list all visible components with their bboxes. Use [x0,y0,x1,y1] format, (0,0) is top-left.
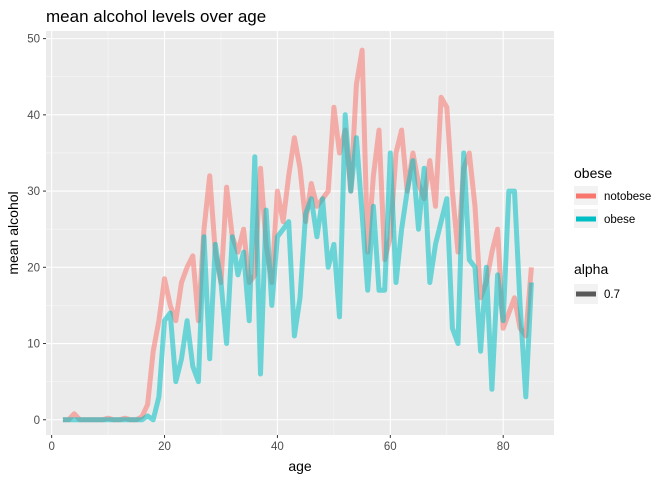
series-line-notobese [62,47,534,423]
x-tick-label: 60 [384,441,397,453]
x-tick-label: 20 [158,441,171,453]
y-tick-label: 40 [27,110,40,122]
y-tick-label: 10 [27,339,40,351]
legend-label-alpha: 0.7 [604,289,620,301]
legend-label-obese: obese [604,214,635,226]
y-axis-ticks: 0 10 20 30 40 50 [27,34,46,427]
grid-major [46,31,554,435]
series-layer [62,47,534,423]
x-tick-label: 0 [48,441,54,453]
y-tick-label: 50 [27,34,40,46]
legend-label-notobese: notobese [604,191,651,203]
x-tick-label: 40 [271,441,284,453]
legend-obese: obese notobese obese [574,165,651,228]
legend-alpha-title: alpha [574,261,608,277]
x-axis-ticks: 0 20 40 60 80 [48,435,510,453]
x-tick-label: 80 [497,441,510,453]
series-line-obese [62,112,534,423]
x-axis-label: age [288,458,312,474]
y-tick-label: 30 [27,186,40,198]
y-tick-label: 0 [34,415,40,427]
legend-alpha: alpha 0.7 [574,261,620,304]
y-axis-label: mean alcohol [5,191,21,274]
legend-obese-title: obese [574,165,612,181]
chart-title: mean alcohol levels over age [46,7,266,26]
y-tick-label: 20 [27,262,40,274]
